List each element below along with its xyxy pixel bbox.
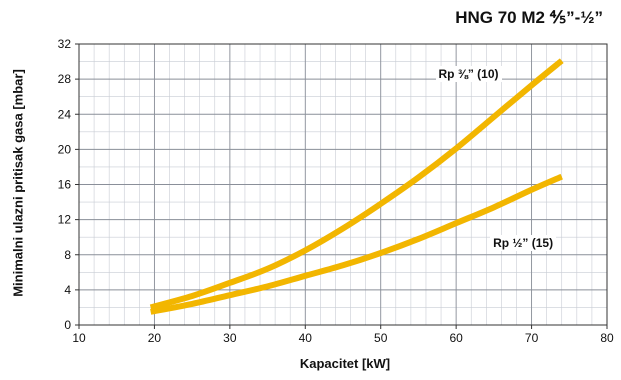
y-tick-label: 24 (58, 107, 72, 121)
x-tick-label: 60 (449, 331, 463, 345)
y-tick-label: 4 (64, 283, 71, 297)
series-line-0 (149, 58, 564, 311)
y-tick-label: 16 (58, 178, 72, 192)
x-tick-label: 40 (299, 331, 313, 345)
series-label-rp-1-2: Rp ½” (15) (490, 235, 557, 252)
y-tick-label: 8 (64, 248, 71, 262)
y-tick-label: 32 (58, 37, 72, 51)
y-tick-label: 12 (58, 213, 72, 227)
x-tick-label: 50 (374, 331, 388, 345)
x-tick-label: 20 (148, 331, 162, 345)
x-tick-label: 80 (600, 331, 614, 345)
y-tick-label: 28 (58, 72, 72, 86)
y-tick-label: 0 (64, 318, 71, 332)
y-axis-label: Minimalni ulazni pritisak gasa [mbar] (10, 69, 26, 297)
x-tick-label: 70 (525, 331, 539, 345)
chart-title: HNG 70 M2 ⅘”-½” (455, 8, 603, 27)
x-tick-label: 10 (72, 331, 86, 345)
x-axis-label: Kapacitet [kW] (299, 356, 391, 371)
y-tick-label: 20 (58, 142, 72, 156)
series-line-1 (150, 173, 563, 315)
x-tick-label: 30 (223, 331, 237, 345)
series-label-rp-3-8: Rp ⅜” (10) (435, 65, 502, 82)
